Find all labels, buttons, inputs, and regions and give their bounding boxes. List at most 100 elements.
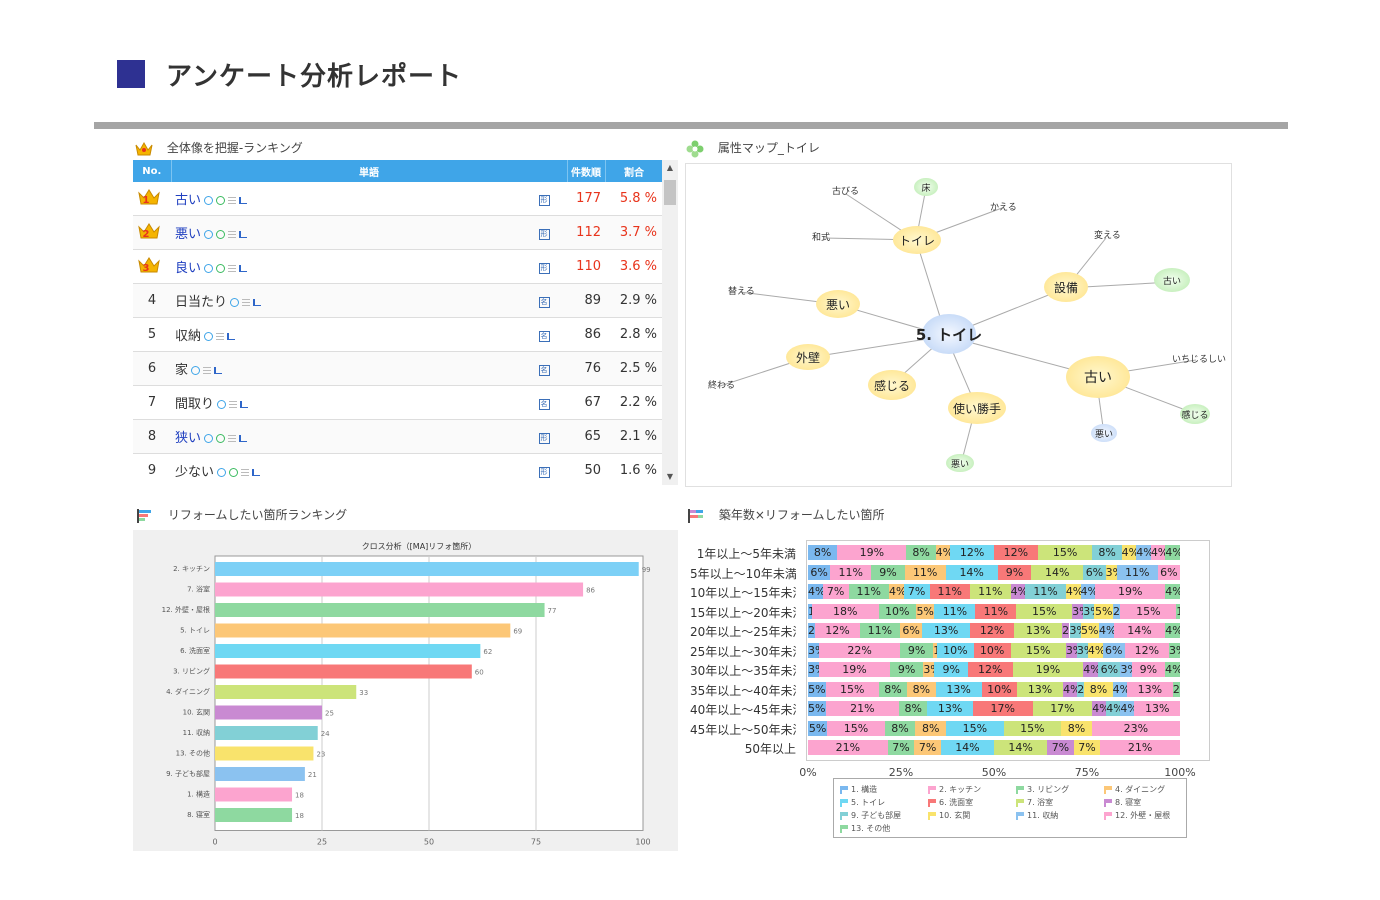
chart-icon[interactable] [239, 197, 248, 204]
attrmap-leaf[interactable]: 変える [1094, 231, 1121, 241]
legend-item[interactable]: 9. 子ども部屋 [840, 810, 901, 821]
ranking-row[interactable]: 3 良い 形 110 3.6 % [133, 249, 663, 284]
list-icon[interactable] [229, 400, 238, 409]
attrmap-hub-node[interactable]: 外壁 [786, 344, 830, 370]
list-icon[interactable] [228, 264, 237, 273]
scroll-up-icon[interactable]: ▲ [666, 163, 674, 172]
attrmap-leaf[interactable]: 床 [914, 178, 938, 196]
comment-green-icon[interactable] [216, 230, 226, 239]
rank-word-cell[interactable]: 悪い [171, 215, 521, 250]
chart-icon[interactable] [252, 469, 261, 476]
ranking-row[interactable]: 2 悪い 形 112 3.7 % [133, 215, 663, 250]
rank-word-cell[interactable]: 狭い [171, 419, 521, 454]
comment-icon[interactable] [217, 468, 227, 477]
rank-word[interactable]: 良い [175, 261, 202, 276]
rank-word-cell[interactable]: 古い [171, 182, 521, 216]
attrmap-leaf[interactable]: 終わる [708, 381, 736, 391]
list-icon[interactable] [228, 196, 237, 205]
chart-icon[interactable] [239, 231, 248, 238]
rank-word[interactable]: 収納 [175, 329, 202, 344]
chart-icon[interactable] [239, 435, 248, 442]
legend-item[interactable]: 12. 外壁・屋根 [1104, 810, 1170, 821]
scroll-down-icon[interactable]: ▼ [666, 472, 674, 481]
rank-word-cell[interactable]: 日当たり [171, 283, 521, 318]
comment-green-icon[interactable] [229, 468, 239, 477]
chart-icon[interactable] [227, 333, 236, 340]
ranking-row[interactable]: 1 古い 形 177 5.8 % [133, 182, 663, 216]
ranking-row[interactable]: 8 狭い 形 65 2.1 % [133, 419, 663, 454]
rank-word-cell[interactable]: 少ない [171, 453, 521, 485]
legend-item[interactable]: 11. 収納 [1016, 810, 1058, 821]
comment-icon[interactable] [230, 298, 240, 307]
list-icon[interactable] [241, 468, 250, 477]
rank-word-cell[interactable]: 家 [171, 351, 521, 386]
ranking-row[interactable]: 9 少ない 形 50 1.6 % [133, 453, 663, 485]
ranking-row[interactable]: 7 間取り 名 67 2.2 % [133, 385, 663, 420]
attrmap-hub-node[interactable]: 悪い [816, 290, 860, 318]
attrmap-leaf[interactable]: 和式 [812, 233, 831, 243]
rank-word[interactable]: 日当たり [175, 295, 228, 310]
legend-item[interactable]: 1. 構造 [840, 784, 877, 795]
chart-icon[interactable] [240, 401, 249, 408]
attrmap-center-node[interactable]: 5. トイレ [916, 314, 982, 354]
attrmap-hub-node[interactable]: トイレ [893, 226, 941, 254]
rank-word-cell[interactable]: 収納 [171, 317, 521, 352]
legend-item[interactable]: 10. 玄関 [928, 810, 970, 821]
attribute-map[interactable]: 5. トイレ トイレ 設備 悪い 外壁 感じる 使い勝手 古い 古びる 床 かえ… [685, 163, 1232, 487]
attrmap-leaf[interactable]: 替える [728, 287, 755, 297]
legend-item[interactable]: 8. 寝室 [1104, 797, 1141, 808]
attrmap-leaf[interactable]: 悪い [1091, 424, 1117, 442]
comment-green-icon[interactable] [216, 264, 226, 273]
list-icon[interactable] [203, 366, 212, 375]
col-header-count[interactable]: 件数順 [567, 160, 606, 182]
attrmap-hub-node[interactable]: 感じる [868, 370, 916, 400]
attrmap-leaf[interactable]: 古びる [832, 187, 860, 197]
legend-item[interactable]: 6. 洗面室 [928, 797, 973, 808]
list-icon[interactable] [228, 434, 237, 443]
rank-word[interactable]: 家 [175, 363, 189, 378]
legend-item[interactable]: 5. トイレ [840, 797, 885, 808]
comment-green-icon[interactable] [216, 434, 226, 443]
comment-icon[interactable] [204, 264, 214, 273]
rank-word[interactable]: 少ない [175, 465, 215, 480]
ranking-scrollbar[interactable]: ▲ ▼ [662, 160, 678, 485]
comment-icon[interactable] [204, 332, 214, 341]
attrmap-leaf[interactable]: かえる [990, 203, 1017, 213]
rank-word[interactable]: 間取り [175, 397, 215, 412]
attrmap-hub-node[interactable]: 設備 [1044, 272, 1088, 302]
comment-icon[interactable] [204, 196, 214, 205]
col-header-no[interactable]: No. [133, 160, 172, 182]
ranking-scroll-thumb[interactable] [664, 180, 676, 205]
comment-green-icon[interactable] [216, 196, 226, 205]
ranking-row[interactable]: 5 収納 名 86 2.8 % [133, 317, 663, 352]
chart-icon[interactable] [253, 299, 262, 306]
rank-word[interactable]: 狭い [175, 431, 202, 446]
attrmap-hub-node[interactable]: 古い [1066, 356, 1130, 398]
col-header-word[interactable]: 単語 [171, 160, 568, 182]
rank-word[interactable]: 悪い [175, 227, 202, 242]
rank-word-cell[interactable]: 間取り [171, 385, 521, 420]
list-icon[interactable] [228, 230, 237, 239]
col-header-pct[interactable]: 割合 [605, 160, 664, 182]
list-icon[interactable] [216, 332, 225, 341]
ranking-row[interactable]: 4 日当たり 名 89 2.9 % [133, 283, 663, 318]
comment-icon[interactable] [191, 366, 201, 375]
chart-icon[interactable] [239, 265, 248, 272]
comment-icon[interactable] [217, 400, 227, 409]
attrmap-hub-node[interactable]: 使い勝手 [948, 392, 1006, 424]
list-icon[interactable] [242, 298, 251, 307]
comment-icon[interactable] [204, 230, 214, 239]
comment-icon[interactable] [204, 434, 214, 443]
legend-item[interactable]: 3. リビング [1016, 784, 1069, 795]
attrmap-leaf[interactable]: いちじるしい [1172, 355, 1227, 365]
attrmap-leaf[interactable]: 悪い [946, 454, 974, 472]
rank-word[interactable]: 古い [175, 193, 202, 208]
attrmap-leaf[interactable]: 古い [1154, 268, 1190, 292]
rank-word-cell[interactable]: 良い [171, 249, 521, 284]
ranking-table-container[interactable]: No. 単語 件数順 割合 1 古い形 177 5.8 % 2 悪い形 112 3.7 % 3 良… [133, 160, 679, 485]
legend-item[interactable]: 13. その他 [840, 823, 890, 834]
chart-icon[interactable] [214, 367, 223, 374]
legend-item[interactable]: 4. ダイニング [1104, 784, 1165, 795]
legend-item[interactable]: 2. キッチン [928, 784, 981, 795]
ranking-row[interactable]: 6 家 名 76 2.5 % [133, 351, 663, 386]
